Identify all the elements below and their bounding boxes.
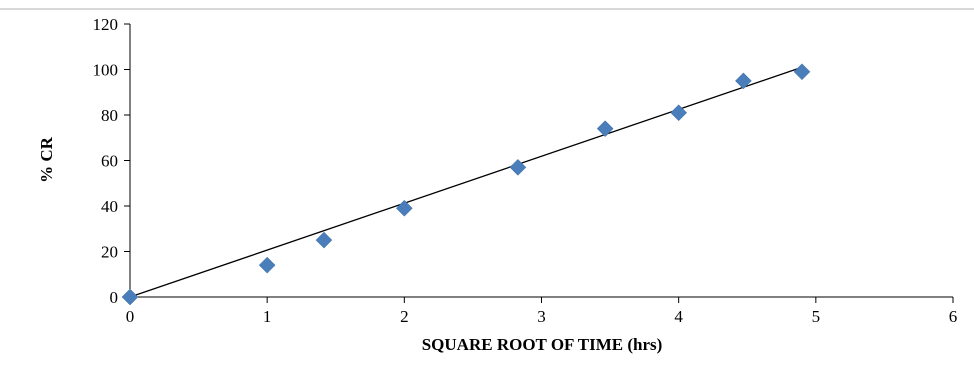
x-tick-label: 6: [949, 307, 958, 326]
trendline: [129, 66, 803, 298]
data-point: [793, 63, 811, 81]
x-tick-label: 1: [263, 307, 272, 326]
data-point: [735, 72, 752, 90]
x-axis-ticks: 0 1 2 3 4 5 6: [126, 297, 958, 326]
y-tick-label: 100: [93, 61, 119, 80]
x-tick-label: 0: [126, 307, 135, 326]
y-tick-label: 80: [101, 106, 118, 125]
x-tick-label: 2: [400, 307, 409, 326]
y-tick-label: 120: [93, 15, 119, 34]
y-tick-label: 40: [101, 197, 118, 216]
x-axis-title: SQUARE ROOT OF TIME (hrs): [422, 335, 663, 354]
y-axis-ticks: 0 20 40 60 80 100 120: [93, 15, 130, 307]
data-point: [670, 104, 688, 122]
y-axis-title: % CR: [37, 136, 56, 183]
y-tick-label: 20: [101, 243, 118, 262]
x-tick-label: 3: [537, 307, 546, 326]
y-tick-label: 0: [110, 288, 119, 307]
data-point: [258, 256, 276, 274]
data-points: [121, 63, 811, 306]
data-point: [509, 158, 527, 176]
data-point: [315, 231, 333, 249]
x-tick-label: 4: [674, 307, 683, 326]
plot-area: 0 20 40 60 80 100 120 0 1 2 3 4 5 6: [93, 15, 958, 326]
data-point: [596, 120, 614, 138]
x-tick-label: 5: [812, 307, 821, 326]
data-point: [395, 199, 413, 217]
y-tick-label: 60: [101, 152, 118, 171]
data-point: [121, 288, 139, 306]
